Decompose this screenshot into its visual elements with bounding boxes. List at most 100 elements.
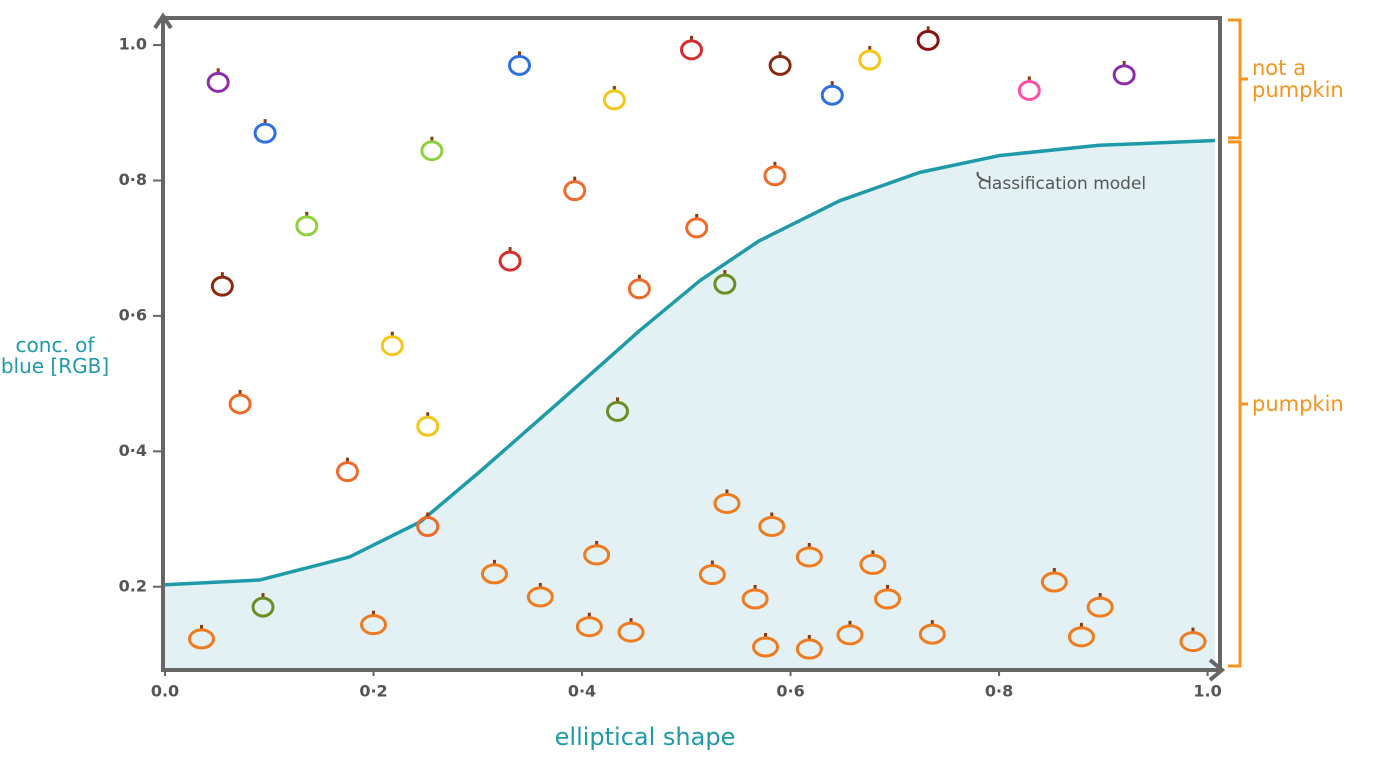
pumpkin-icon [859,550,887,575]
item [498,250,522,272]
item-icon [858,45,882,71]
pumpkin-icon [752,633,780,658]
pumpkin-icon [918,620,946,645]
item [1112,64,1136,86]
pumpkin [874,588,902,610]
pumpkin-icon [575,612,603,638]
item [713,273,737,295]
pumpkin [713,492,741,514]
axis-frame [161,16,1222,672]
item [507,54,531,76]
item-icon [916,26,940,51]
pumpkin [859,553,887,575]
item [680,39,703,61]
item-icon [416,412,440,437]
model-curve [164,138,1215,587]
item-icon [420,136,444,162]
y-tick-label: 0·6 [119,305,147,324]
item [858,49,882,71]
item-icon [605,397,629,422]
item-icon [680,35,703,61]
item-icon [228,389,252,415]
item [1017,79,1041,101]
x-tick-label: 0·6 [776,682,804,701]
pumpkin [1086,596,1114,618]
item [295,215,319,237]
item-icon [210,272,234,297]
pumpkin-icon [617,618,645,643]
pumpkin [918,623,946,645]
plot-area [164,26,1215,669]
pumpkin [752,636,780,658]
item-icon [206,68,230,93]
item-icon [498,247,522,272]
item-icon [380,331,404,357]
pumpkin-icon [1179,627,1207,653]
pumpkin-icon [795,542,823,568]
item-icon [713,270,737,295]
item [380,335,404,357]
pumpkin-icon [713,489,741,514]
item-icon [563,176,587,202]
pumpkin [1040,571,1068,593]
item [605,400,629,422]
item-icon [253,119,277,144]
pumpkin-icon [583,540,611,566]
pumpkin [583,544,611,566]
pumpkin [698,564,726,586]
item [335,461,359,483]
item-icon [416,512,440,537]
item [685,217,709,239]
y-axis-label: conc. of blue [RGB] [0,333,110,378]
pumpkin [526,586,554,608]
y-tick-label: 1.0 [119,35,147,54]
pumpkin-icon [1040,568,1068,593]
x-axis-label: elliptical shape [554,723,736,751]
item [228,393,252,415]
axis-arrow [1208,658,1226,682]
item [420,140,444,162]
item [627,278,651,300]
pumpkin [836,624,864,646]
item [563,180,587,202]
item [253,122,277,144]
x-tick-label: 0·4 [568,682,596,701]
item-icon [602,85,626,111]
item-icon [335,457,359,483]
y-tick-label: 0.2 [119,576,147,595]
item-icon [507,51,531,76]
item-icon [768,51,792,76]
item [768,54,792,76]
item-icon [251,593,275,618]
pumpkin [480,563,508,585]
x-tick-label: 0·8 [985,682,1013,701]
region-bracket [1228,140,1248,668]
item [602,89,626,111]
item [206,71,230,93]
axis-arrow [153,12,173,30]
annotation-arrow [976,171,991,183]
item [416,415,440,437]
item [210,275,234,297]
pumpkin [795,546,823,568]
item [916,29,940,51]
pumpkin-icon [1086,593,1114,618]
pumpkin [741,588,769,610]
pumpkin-icon [526,582,554,608]
pumpkin [187,628,215,650]
y-tick-label: 0·8 [119,170,147,189]
region-label: pumpkin [1252,391,1344,416]
item [416,515,440,537]
item-icon [627,274,651,300]
item-icon [1112,60,1136,86]
pumpkin-icon [741,584,769,610]
item-icon [685,213,709,239]
item-icon [763,161,787,187]
pumpkin-icon [758,512,786,537]
pumpkin-icon [187,624,215,650]
pumpkin-icon [836,620,864,646]
pumpkin [617,621,645,643]
region-label: not a pumpkin [1252,55,1344,102]
